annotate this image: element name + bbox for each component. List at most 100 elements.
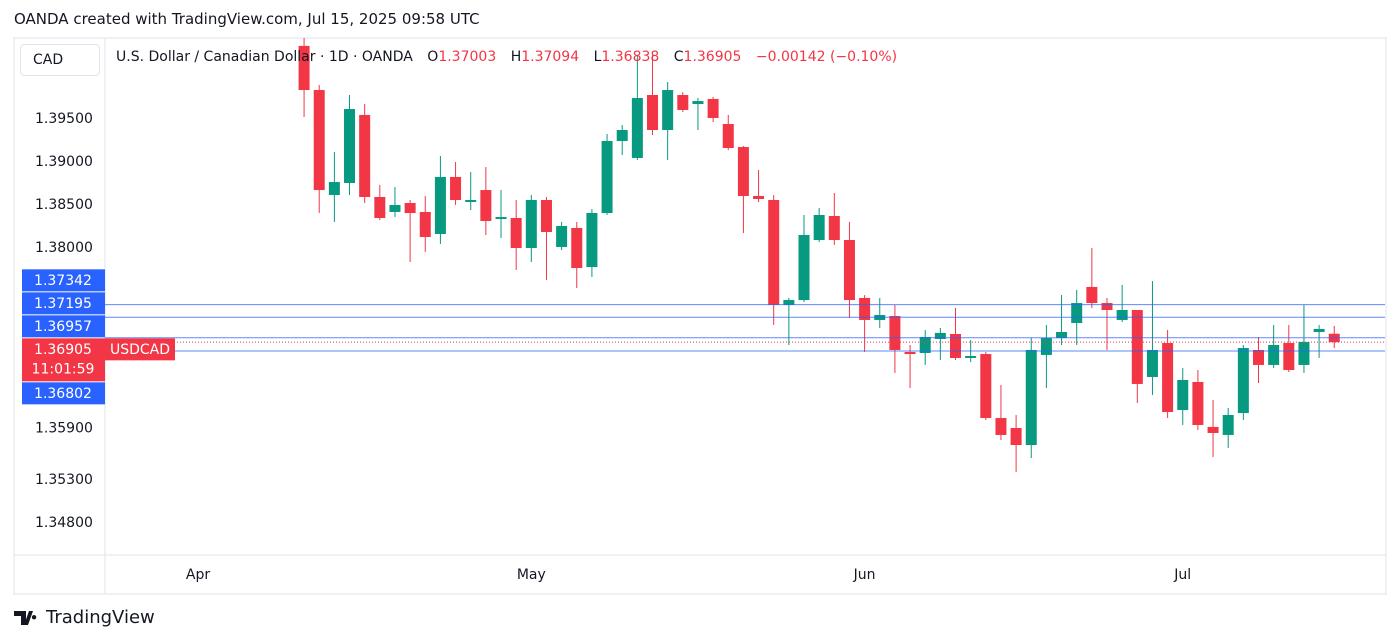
candle-body <box>753 195 765 199</box>
candle-body <box>859 297 871 320</box>
y-tick-label: 1.35300 <box>35 472 93 488</box>
candle-body <box>298 45 310 91</box>
candle-body <box>1010 427 1022 446</box>
candle-body <box>798 235 810 301</box>
candle-body <box>1207 426 1219 433</box>
symbol-title: U.S. Dollar / Canadian Dollar · 1D · OAN… <box>116 49 413 65</box>
ohlc-value: 1.36905 <box>683 49 742 65</box>
candle-body <box>1192 381 1204 425</box>
currency-button[interactable]: CAD <box>20 44 100 76</box>
candle-body <box>647 95 659 131</box>
attribution: OANDA created with TradingView.com, Jul … <box>14 10 480 28</box>
y-tick-label: 1.38500 <box>35 197 93 213</box>
ohlc-letter: L <box>593 49 602 65</box>
ohlc-letter: O <box>427 49 439 65</box>
candle-body <box>510 217 522 248</box>
x-tick-label: May <box>517 567 546 583</box>
candle-body <box>1283 343 1295 371</box>
candle-body <box>434 176 446 234</box>
candle-body <box>450 176 462 201</box>
y-tick-label: 1.38000 <box>35 240 93 256</box>
candle-body <box>783 300 795 306</box>
candle-body <box>1177 380 1189 411</box>
candle-body <box>1313 329 1325 333</box>
ohlc-letter: H <box>510 49 522 65</box>
candle-body <box>1162 343 1174 412</box>
candle-body <box>1040 338 1052 355</box>
y-tick-label: 1.39500 <box>35 111 93 127</box>
candle-body <box>540 200 552 233</box>
ohlc-letter: C <box>673 49 684 65</box>
x-tick-label: Apr <box>186 567 210 583</box>
price-label-box <box>22 315 105 338</box>
price-label: 1.37342 <box>34 273 92 289</box>
y-tick-label: 1.39000 <box>35 154 93 170</box>
y-tick-label: 1.34800 <box>35 515 93 531</box>
ohlc-value: 1.37094 <box>521 49 580 65</box>
candle-body <box>768 200 780 306</box>
candle-body <box>389 205 401 212</box>
countdown: 11:01:59 <box>32 361 95 377</box>
candle-body <box>843 240 855 301</box>
candle-body <box>1222 415 1234 435</box>
candle-body <box>1086 286 1098 304</box>
candle-body <box>1298 341 1310 365</box>
x-tick-label: Jul <box>1173 567 1191 583</box>
candle-body <box>722 123 734 148</box>
ohlc-value: 1.37003 <box>438 49 497 65</box>
price-label: 1.37195 <box>34 296 92 312</box>
candle-body <box>889 316 901 350</box>
candle-body <box>1237 348 1249 414</box>
candle-body <box>1071 303 1083 323</box>
candle-body <box>1056 332 1068 339</box>
candle-body <box>677 95 689 110</box>
current-price-box <box>22 338 105 382</box>
price-label-box <box>22 382 105 405</box>
candle-body <box>359 114 371 198</box>
candle-body <box>328 182 340 196</box>
candle-body <box>344 109 356 183</box>
candle-body <box>1131 310 1143 384</box>
plot <box>298 38 1340 473</box>
candle-body <box>965 356 977 358</box>
ohlc-value: 1.36838 <box>601 49 660 65</box>
candle-body <box>919 337 931 353</box>
candle-body <box>707 98 719 118</box>
candle-body <box>1116 310 1128 320</box>
candle-body <box>1025 349 1037 446</box>
price-label: 1.36957 <box>34 319 92 335</box>
candle-body <box>631 98 643 158</box>
candle-body <box>480 190 492 221</box>
candle-body <box>828 216 840 241</box>
candle-body <box>950 333 962 358</box>
y-tick-label: 1.35900 <box>35 421 93 437</box>
candle-body <box>525 200 537 248</box>
candle-body <box>586 212 598 268</box>
candle-body <box>419 211 431 237</box>
candle-body <box>601 141 613 213</box>
brand-name: TradingView <box>46 607 155 628</box>
change: −0.00142 (−0.10%) <box>755 49 898 65</box>
price-label-box <box>22 292 105 315</box>
candle-body <box>1268 345 1280 365</box>
candle-body <box>1101 303 1113 311</box>
candle-body <box>662 90 674 131</box>
symbol-label-box <box>105 338 175 361</box>
candle-body <box>1252 349 1264 365</box>
candle-body <box>692 101 704 105</box>
candle-body <box>404 203 416 213</box>
candle-body <box>571 227 583 269</box>
current-price-label: 1.36905 <box>34 342 92 358</box>
candle-body <box>495 217 507 220</box>
candle-body <box>465 200 477 202</box>
candle-body <box>737 147 749 196</box>
candle-body <box>813 214 825 241</box>
candle-body <box>980 354 992 419</box>
x-tick-label: Jun <box>853 567 876 583</box>
chart-frame <box>13 37 1387 595</box>
legend-header: U.S. Dollar / Canadian Dollar · 1D · OAN… <box>116 49 897 65</box>
candle-body <box>904 351 916 355</box>
candle-body <box>556 225 568 247</box>
